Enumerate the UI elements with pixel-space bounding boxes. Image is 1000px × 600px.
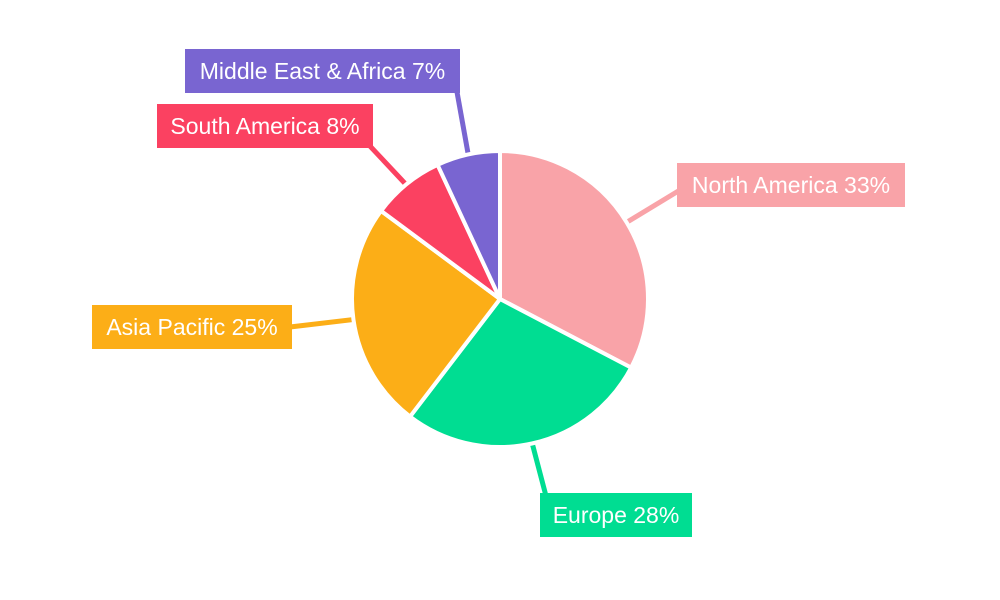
pie-slice-middle-east-africa[interactable] — [435, 149, 502, 301]
leader-line-north-america — [620, 187, 682, 228]
callout-label-south-america: South America 8% — [157, 104, 373, 148]
callout-label-north-america: North America 33% — [677, 163, 905, 207]
callout-text-middle-east-africa: Middle East & Africa 7% — [199, 57, 446, 84]
leader-line-south-america — [367, 143, 413, 191]
callout-text-south-america: South America 8% — [170, 112, 360, 139]
pie-slice-europe[interactable] — [408, 297, 634, 449]
pie-slice-asia-pacific[interactable] — [350, 208, 502, 419]
callout-label-middle-east-africa: Middle East & Africa 7% — [185, 49, 460, 93]
leader-line-middle-east-africa — [454, 91, 472, 161]
callout-label-asia-pacific: Asia Pacific 25% — [92, 305, 292, 349]
callout-text-asia-pacific: Asia Pacific 25% — [106, 313, 278, 340]
callout-label-europe: Europe 28% — [540, 493, 692, 537]
leader-line-europe — [528, 436, 549, 497]
leader-line-asia-pacific — [289, 316, 360, 330]
callout-text-north-america: North America 33% — [691, 171, 891, 198]
callout-text-europe: Europe 28% — [552, 501, 680, 528]
pie-slice-north-america[interactable] — [498, 149, 650, 370]
